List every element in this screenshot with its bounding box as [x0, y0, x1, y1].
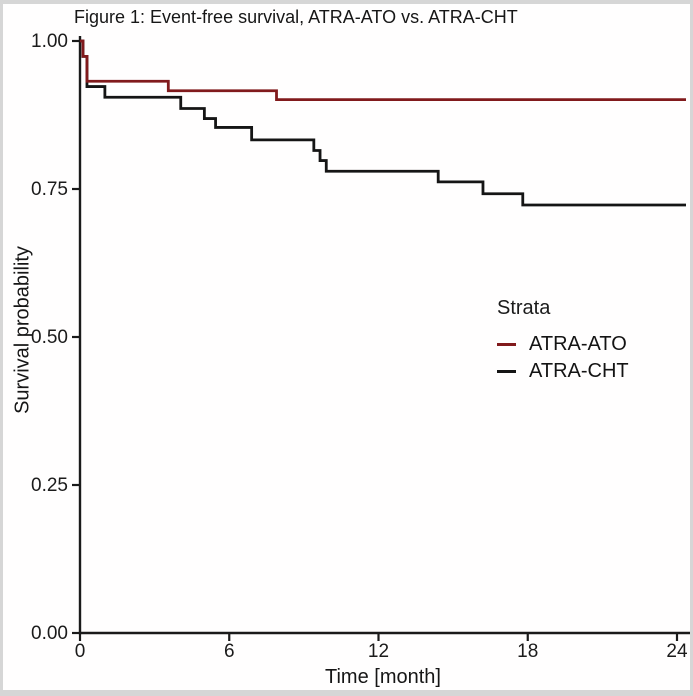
y-tick-label-1.00: 1.00	[31, 30, 68, 52]
legend-title: Strata	[497, 297, 551, 319]
legend-item-atra-ato: ATRA-ATO	[497, 331, 629, 358]
x-tick-label-0: 0	[74, 641, 86, 662]
y-tick-label-0.25: 0.25	[31, 474, 68, 496]
y-axis-title: Survival probability	[11, 246, 34, 414]
y-tick-label-0.00: 0.00	[31, 622, 68, 644]
survival-curve-atra-cht	[80, 39, 686, 207]
survival-curve-atra-ato	[80, 39, 686, 102]
x-tick-label-18: 18	[517, 641, 539, 662]
x-axis-title: Time [month]	[325, 666, 441, 688]
figure-title: Figure 1: Event-free survival, ATRA-ATO …	[74, 7, 518, 27]
legend-key-line-atra-ato	[497, 343, 516, 346]
x-tick-label-24: 24	[666, 641, 688, 662]
legend-label-atra-ato: ATRA-ATO	[529, 333, 627, 355]
x-tick-label-12: 12	[367, 641, 390, 662]
x-tick-label-6: 6	[223, 641, 235, 662]
legend-label-atra-cht: ATRA-CHT	[529, 360, 629, 382]
legend: Strata ATRA-ATO ATRA-CHT	[497, 297, 629, 385]
legend-key-line-atra-cht	[497, 370, 516, 373]
y-tick-label-0.75: 0.75	[31, 178, 68, 200]
legend-item-atra-cht: ATRA-CHT	[497, 358, 629, 385]
y-tick-label-0.50: 0.50	[31, 326, 68, 348]
